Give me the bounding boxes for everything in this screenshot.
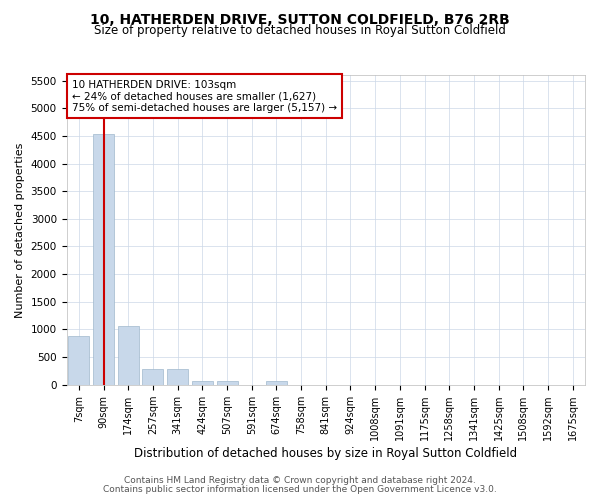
Bar (93, 134, 114, 385)
X-axis label: Distribution of detached houses by size in Royal Sutton Coldfield: Distribution of detached houses by size … (134, 447, 517, 460)
Y-axis label: Number of detached properties: Number of detached properties (15, 142, 25, 318)
Bar (167, 370, 188, 385)
Bar (68, 336, 89, 385)
Text: Contains public sector information licensed under the Open Government Licence v3: Contains public sector information licen… (103, 485, 497, 494)
Text: Contains HM Land Registry data © Crown copyright and database right 2024.: Contains HM Land Registry data © Crown c… (124, 476, 476, 485)
Text: 10, HATHERDEN DRIVE, SUTTON COLDFIELD, B76 2RB: 10, HATHERDEN DRIVE, SUTTON COLDFIELD, B… (90, 12, 510, 26)
Bar (118, 326, 139, 385)
Bar (217, 381, 238, 385)
Text: Size of property relative to detached houses in Royal Sutton Coldfield: Size of property relative to detached ho… (94, 24, 506, 37)
Text: 10 HATHERDEN DRIVE: 103sqm
← 24% of detached houses are smaller (1,627)
75% of s: 10 HATHERDEN DRIVE: 103sqm ← 24% of deta… (72, 80, 337, 113)
Bar (142, 370, 163, 385)
Bar (266, 381, 287, 385)
Bar (192, 380, 213, 385)
